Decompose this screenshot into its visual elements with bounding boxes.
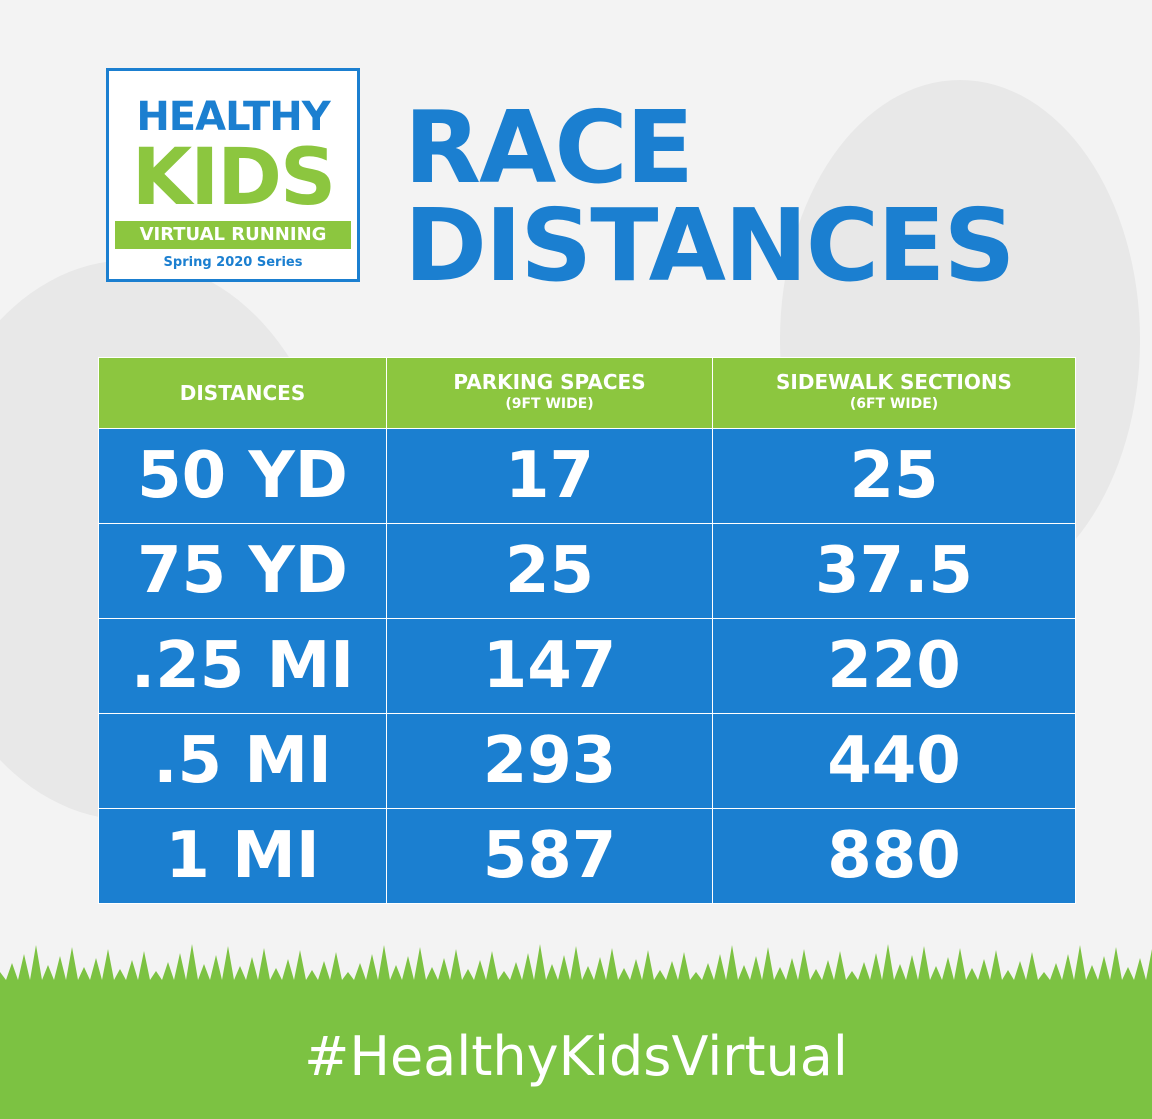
table-cell: 220	[712, 618, 1076, 714]
table-cell: 25	[386, 523, 713, 619]
table-cell: 25	[712, 428, 1076, 524]
header-title: PARKING SPACES	[453, 370, 646, 394]
table-cell: 17	[386, 428, 713, 524]
table-cell: 293	[386, 713, 713, 809]
table-cell: 50 YD	[98, 428, 387, 524]
logo-text: KIDS	[131, 133, 336, 223]
table-cell: 37.5	[712, 523, 1076, 619]
column-header: SIDEWALK SECTIONS (6FT WIDE)	[712, 357, 1076, 429]
distance-table: DISTANCES PARKING SPACES (9FT WIDE) SIDEWAL…	[98, 357, 1076, 904]
table-row: 75 YD 25 37.5	[98, 523, 1076, 619]
header-title: SIDEWALK SECTIONS	[776, 370, 1012, 394]
title: RACE	[404, 89, 694, 206]
table-cell: 880	[712, 808, 1076, 904]
header-subtitle: (9FT WIDE)	[505, 396, 594, 412]
header-subtitle: (6FT WIDE)	[849, 396, 939, 412]
column-header: PARKING SPACES (9FT WIDE)	[386, 357, 713, 429]
table-body: 50 YD 17 25 75 YD 25 37.5.25 MI 147 220.5 MI 293…	[98, 428, 1076, 904]
logo-text: VIRTUAL RUNNING	[115, 221, 351, 249]
table-cell: 587	[386, 808, 713, 904]
table-cell: 147	[386, 618, 713, 714]
header-title: DISTANCES	[179, 381, 306, 405]
table-cell: 1 MI	[98, 808, 387, 904]
table-row: .5 MI 293 440	[98, 713, 1076, 809]
table-cell: .25 MI	[98, 618, 387, 714]
table-row: .25 MI 147 220	[98, 618, 1076, 714]
table-row: 1 MI 587 880	[98, 808, 1076, 904]
table-cell: 440	[712, 713, 1076, 809]
column-header: DISTANCES	[98, 357, 387, 429]
grass	[0, 944, 1152, 1119]
logo: HEALTHY KIDS VIRTUAL RUNNING Spring 2020…	[106, 68, 360, 282]
table-cell: .5 MI	[98, 713, 387, 809]
title: DISTANCES	[404, 187, 1015, 304]
table-row: 50 YD 17 25	[98, 428, 1076, 524]
grass-shape	[0, 944, 1152, 1119]
header-row: DISTANCES PARKING SPACES (9FT WIDE) SIDEWAL…	[98, 357, 1076, 429]
logo-text: Spring 2020 Series	[163, 255, 303, 270]
table-cell: 75 YD	[98, 523, 387, 619]
logo-text: HEALTHY	[136, 94, 330, 140]
hashtag: #HealthyKidsVirtual	[304, 1025, 848, 1088]
